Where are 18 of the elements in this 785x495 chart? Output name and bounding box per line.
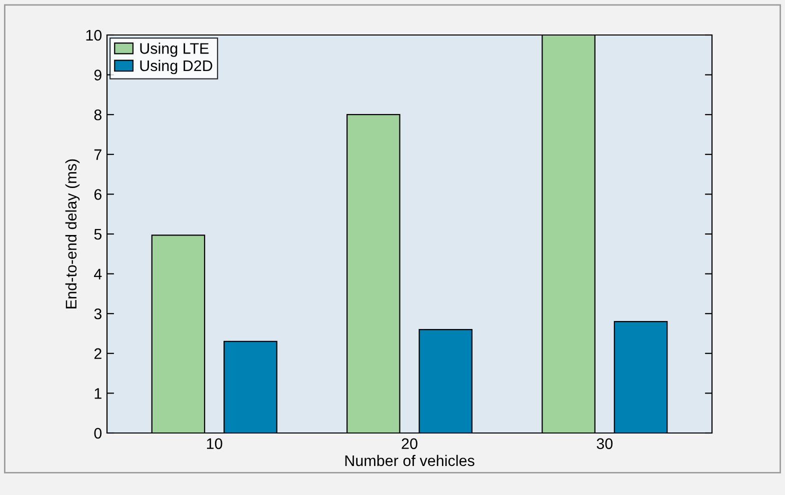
x-tick-label: 10 [207,438,222,450]
y-tick-label: 7 [94,149,102,160]
x-tick-label: 20 [402,438,418,450]
y-tick-label: 2 [94,348,102,359]
y-axis-title: End-to-end delay (ms) [65,159,80,308]
y-tick-label: 5 [94,229,102,240]
y-tick-label: 10 [86,30,102,41]
y-tick-label: 9 [94,70,102,80]
y-tick-label: 3 [94,308,102,320]
x-tick-label: 30 [596,438,613,450]
legend-label: Using LTE [140,42,209,57]
y-tick-label: 8 [94,109,102,120]
y-tick-label: 0 [94,428,102,439]
y-tick-label: 4 [94,268,102,280]
legend-label: Using D2D [140,60,212,74]
x-axis-title: Number of vehicles [345,454,474,466]
y-tick-label: 1 [94,388,102,399]
y-tick-label: 6 [94,189,102,200]
